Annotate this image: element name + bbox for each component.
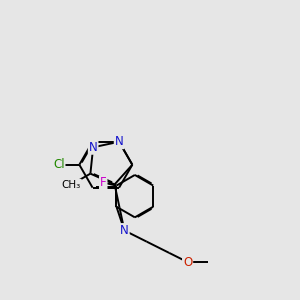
- Text: O: O: [183, 256, 192, 268]
- Text: Cl: Cl: [53, 158, 64, 171]
- Text: N: N: [115, 135, 124, 148]
- Text: F: F: [100, 176, 106, 189]
- Text: N: N: [89, 141, 98, 154]
- Text: N: N: [120, 224, 129, 237]
- Text: CH₃: CH₃: [61, 180, 81, 190]
